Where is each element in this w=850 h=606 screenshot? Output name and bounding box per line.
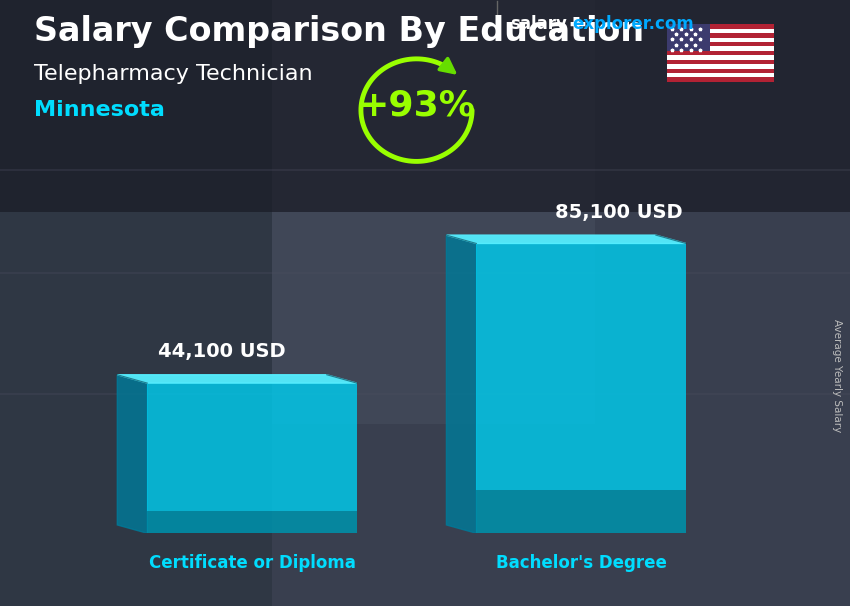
Text: +93%: +93% bbox=[358, 88, 475, 122]
Bar bbox=[667, 73, 774, 78]
Bar bbox=[147, 383, 357, 533]
Bar bbox=[667, 78, 774, 82]
Polygon shape bbox=[117, 375, 357, 383]
Bar bbox=[667, 64, 774, 68]
Bar bbox=[476, 244, 686, 533]
Polygon shape bbox=[446, 235, 476, 533]
Bar bbox=[667, 47, 774, 51]
Text: Bachelor's Degree: Bachelor's Degree bbox=[496, 554, 666, 573]
Text: Certificate or Diploma: Certificate or Diploma bbox=[149, 554, 355, 573]
Bar bbox=[667, 55, 774, 59]
Bar bbox=[667, 28, 774, 33]
Bar bbox=[667, 51, 774, 55]
Text: salary: salary bbox=[510, 15, 567, 33]
Bar bbox=[667, 38, 774, 42]
Text: Minnesota: Minnesota bbox=[34, 100, 165, 120]
Bar bbox=[667, 24, 710, 51]
Text: Average Yearly Salary: Average Yearly Salary bbox=[832, 319, 842, 432]
Bar bbox=[476, 490, 686, 533]
Bar bbox=[667, 33, 774, 38]
Bar bbox=[667, 59, 774, 64]
Text: 44,100 USD: 44,100 USD bbox=[158, 342, 286, 361]
Bar bbox=[272, 0, 595, 424]
Bar bbox=[0, 0, 272, 606]
Polygon shape bbox=[446, 235, 686, 244]
Polygon shape bbox=[117, 375, 147, 533]
Text: Telepharmacy Technician: Telepharmacy Technician bbox=[34, 64, 313, 84]
Bar bbox=[595, 0, 850, 606]
Text: Salary Comparison By Education: Salary Comparison By Education bbox=[34, 15, 644, 48]
Bar bbox=[0, 0, 850, 212]
Bar bbox=[147, 511, 357, 533]
Bar bbox=[667, 24, 774, 28]
Text: explorer.com: explorer.com bbox=[572, 15, 694, 33]
Bar bbox=[667, 68, 774, 73]
Text: 85,100 USD: 85,100 USD bbox=[555, 203, 683, 222]
Bar bbox=[667, 42, 774, 47]
